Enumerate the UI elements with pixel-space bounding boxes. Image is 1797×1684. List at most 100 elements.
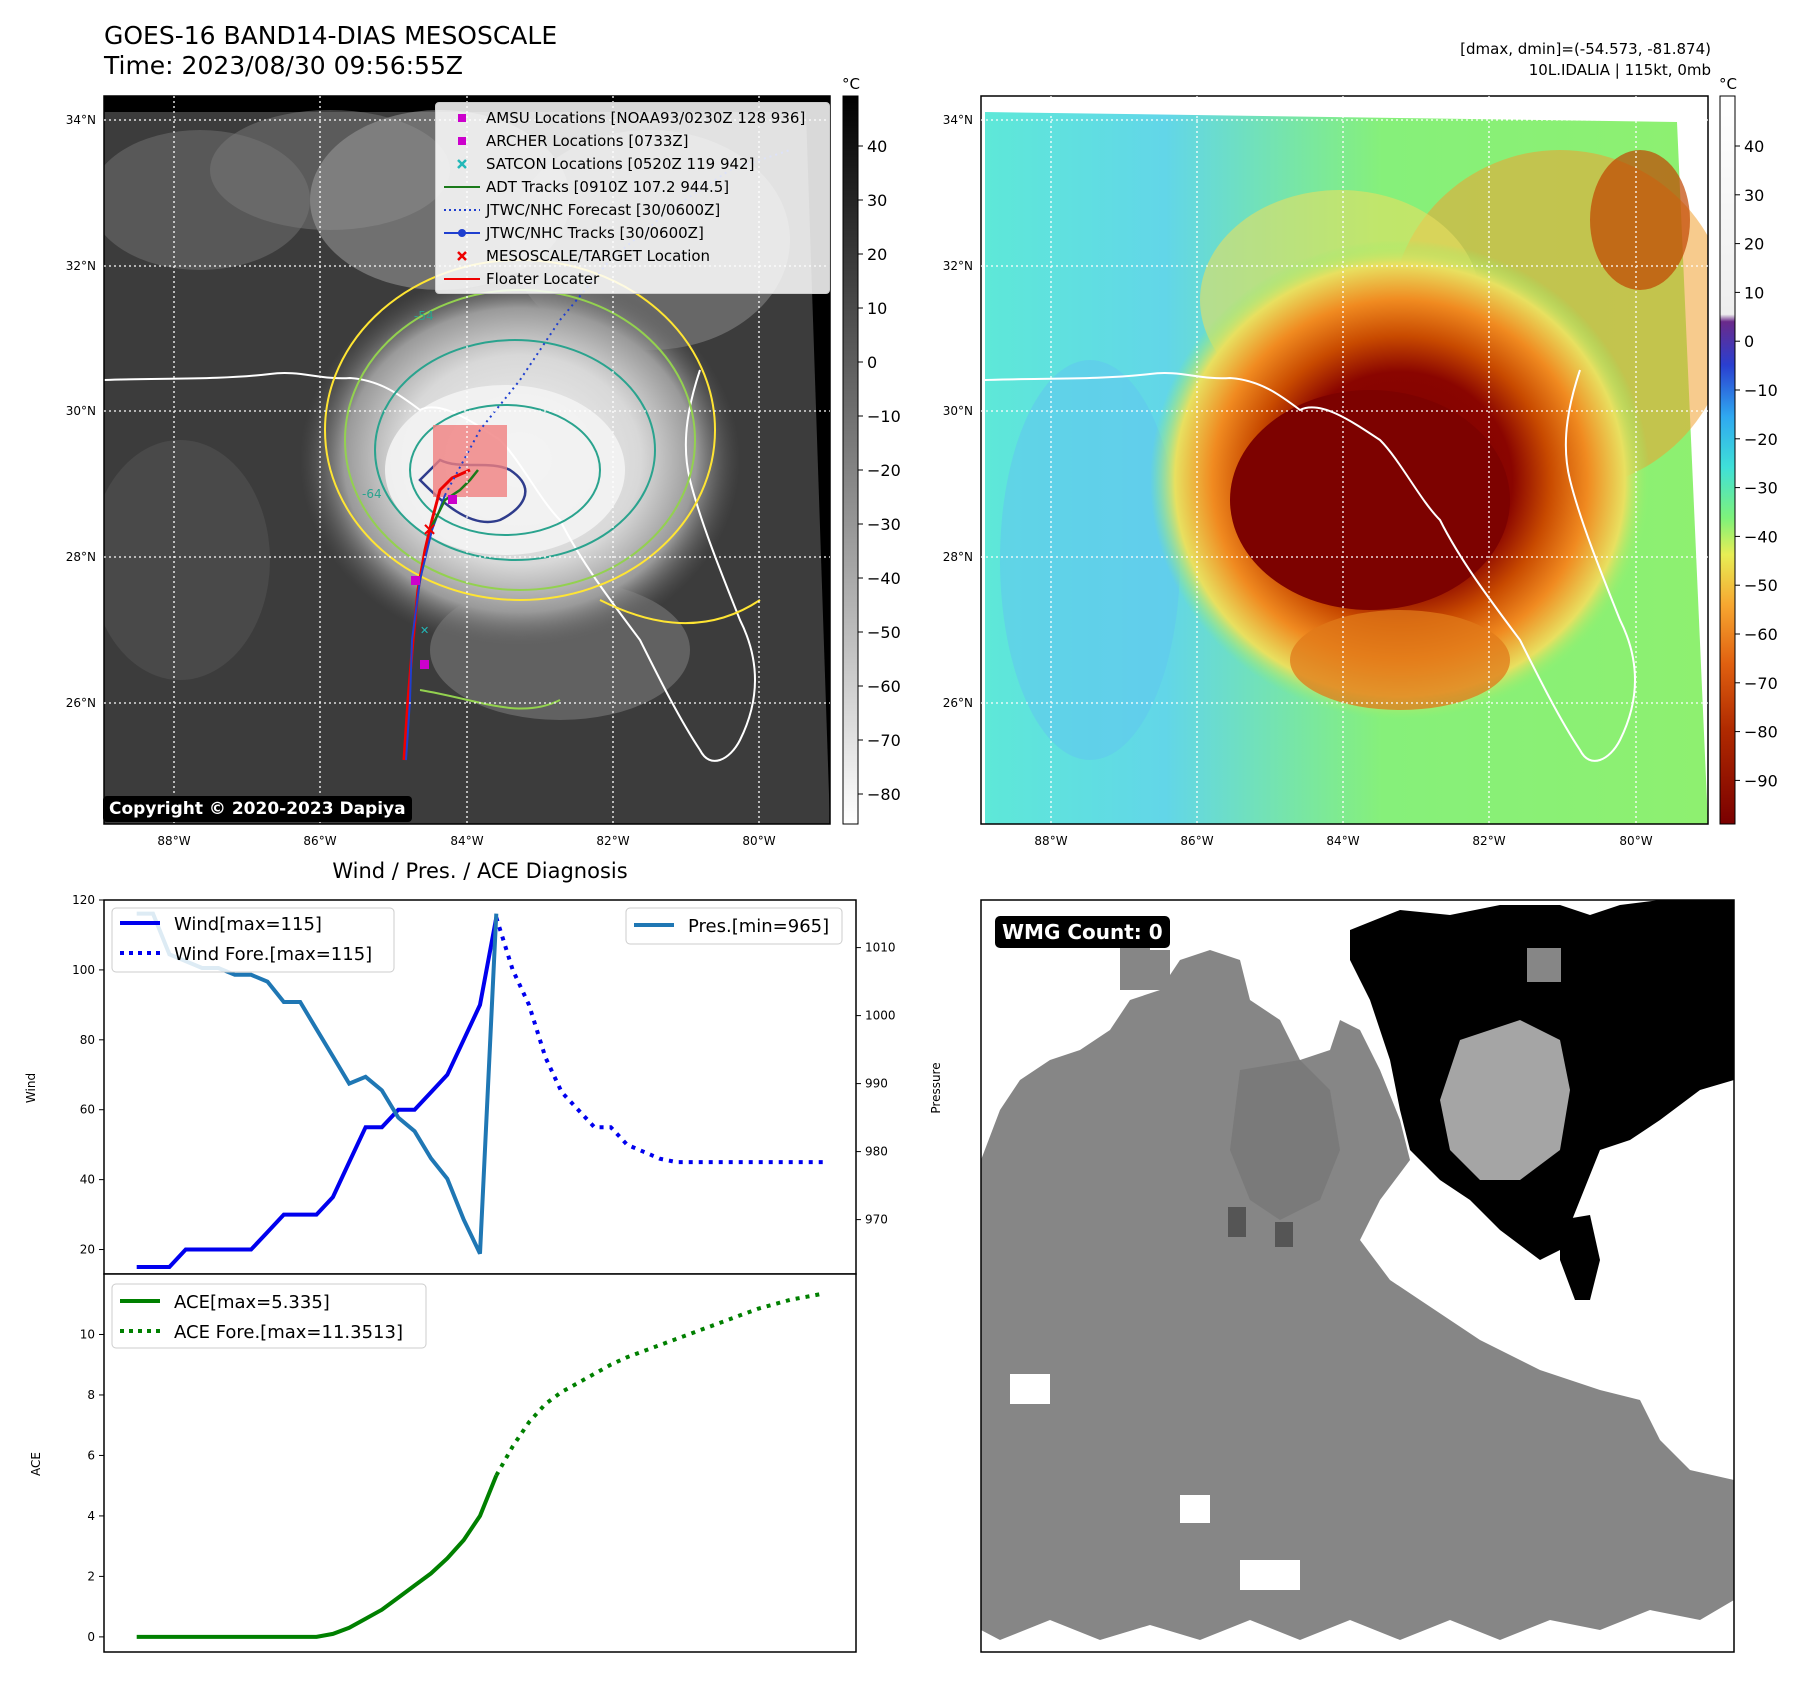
- storm-info-label: 10L.IDALIA | 115kt, 0mb: [1529, 61, 1711, 79]
- colorbar-tick-label: −20: [867, 461, 901, 480]
- colorbar-tick-label: −20: [1744, 430, 1778, 449]
- y-tick-label: 4: [87, 1509, 95, 1523]
- ir-color-map: 34°N 32°N 30°N 28°N 26°N 88°W 86°W 84°W …: [943, 95, 1709, 848]
- colorbar-tick-label: −70: [867, 731, 901, 750]
- colorbar-tick-label: −10: [867, 407, 901, 426]
- figure-title: GOES-16 BAND14-DIAS MESOSCALE: [104, 21, 557, 50]
- colorbar-tick-label: −10: [1744, 381, 1778, 400]
- colorbar-tick-label: 0: [867, 353, 877, 372]
- colorbar-tick-label: 10: [1744, 283, 1764, 302]
- colorbar-tick-label: −40: [867, 569, 901, 588]
- lat-label: 26°N: [66, 696, 96, 710]
- lon-label: 88°W: [1034, 834, 1067, 848]
- colorbar-tick-label: −80: [867, 785, 901, 804]
- lon-label: 84°W: [450, 834, 483, 848]
- svg-text:✕: ✕: [420, 624, 429, 637]
- dmax-dmin-label: [dmax, dmin]=(-54.573, -81.874): [1460, 40, 1711, 58]
- legend-label: ACE[max=5.335]: [174, 1292, 330, 1313]
- pressure-legend: [625, 907, 843, 945]
- colorbar-unit: °C: [1719, 75, 1737, 93]
- colorbar-tick-label: −90: [1744, 771, 1778, 790]
- dotted-line-icon: [442, 199, 482, 221]
- colorbar-tick-label: −80: [1744, 723, 1778, 742]
- x-marker-icon: [442, 245, 482, 267]
- lon-label: 86°W: [303, 834, 336, 848]
- contour-label: -54: [414, 309, 434, 323]
- y-tick-label: 120: [72, 893, 95, 907]
- lat-label: 26°N: [943, 696, 973, 710]
- legend-item-forecast: JTWC/NHC Forecast [30/0600Z]: [436, 199, 826, 221]
- colorbar-tick-label: −40: [1744, 527, 1778, 546]
- colorbar-tick-label: 10: [867, 299, 887, 318]
- y-tick-label: 6: [87, 1448, 95, 1462]
- legend-item-archer: ARCHER Locations [0733Z]: [436, 130, 826, 152]
- colorbar-tick-label: 40: [1744, 137, 1764, 156]
- y2-tick-label: 990: [865, 1077, 888, 1091]
- colorbar-tick-label: −50: [867, 623, 901, 642]
- y-tick-label: 40: [80, 1173, 95, 1187]
- legend-item-tracks: JTWC/NHC Tracks [30/0600Z]: [436, 222, 826, 244]
- colorbar-color: °C 40 30 20 10 0 −10 −20 −30 −40 −50 −60 −70 −80 −90: [1719, 75, 1778, 825]
- legend-label: Wind Fore.[max=115]: [174, 944, 372, 965]
- square-marker-icon: [442, 130, 482, 152]
- colorbar-tick-label: −60: [867, 677, 901, 696]
- lat-label: 34°N: [943, 113, 973, 127]
- legend-label: ACE Fore.[max=11.3513]: [174, 1322, 403, 1343]
- y-tick-label: 100: [72, 963, 95, 977]
- colorbar-tick-label: −70: [1744, 674, 1778, 693]
- y2-tick-label: 1000: [865, 1009, 896, 1023]
- series-line-ace-fore-: [494, 1291, 824, 1477]
- y-tick-label: 8: [87, 1388, 95, 1402]
- y-tick-label: 2: [87, 1569, 95, 1583]
- lat-label: 30°N: [66, 404, 96, 418]
- ace-legend: [111, 1283, 427, 1349]
- series-line-wind: [136, 917, 499, 1269]
- lat-label: 32°N: [66, 259, 96, 273]
- lon-label: 86°W: [1180, 834, 1213, 848]
- colorbar-tick-label: 0: [1744, 332, 1754, 351]
- y-tick-label: 60: [80, 1103, 95, 1117]
- colorbar-gray: °C 40 30 20 10 0 −10 −20 −30 −40 −50 −60 −70 −80: [842, 75, 901, 825]
- legend-item-adt: ADT Tracks [0910Z 107.2 944.5]: [436, 176, 826, 198]
- colorbar-tick-label: 20: [1744, 235, 1764, 254]
- legend-label: Pres.[min=965]: [688, 916, 829, 937]
- lon-label: 80°W: [1619, 834, 1652, 848]
- colorbar-tick-label: −50: [1744, 576, 1778, 595]
- colorbar-tick-label: 30: [867, 191, 887, 210]
- colorbar-unit: °C: [842, 75, 860, 93]
- y-tick-label: 80: [80, 1033, 95, 1047]
- colorbar-tick-label: −30: [1744, 479, 1778, 498]
- svg-text:×: ×: [422, 519, 437, 540]
- legend-item-satcon: SATCON Locations [0520Z 119 942]: [436, 153, 826, 175]
- figure-time: Time: 2023/08/30 09:56:55Z: [103, 51, 463, 80]
- y2-tick-label: 980: [865, 1145, 888, 1159]
- chart-title: Wind / Pres. / ACE Diagnosis: [332, 859, 627, 883]
- series-line-ace: [136, 1474, 499, 1639]
- ace-chart: ACE 0 2 4 6 8 10 ACE[max=5.335] ACE Fore.[max…: [29, 1273, 857, 1653]
- wind-axis-label: Wind: [24, 1073, 38, 1103]
- x-marker-icon: [442, 153, 482, 175]
- map-legend: AMSU Locations [NOAA93/0230Z 128 936] AR…: [435, 102, 830, 294]
- wmg-panel: [980, 899, 1735, 1653]
- colorbar-tick-label: 40: [867, 137, 887, 156]
- legend-item-amsu: AMSU Locations [NOAA93/0230Z 128 936]: [436, 107, 826, 129]
- y2-tick-label: 1010: [865, 941, 896, 955]
- lon-label: 82°W: [596, 834, 629, 848]
- series-line-wind-fore-: [494, 916, 824, 1165]
- colorbar-tick-label: −30: [867, 515, 901, 534]
- contour-label: -64: [362, 487, 382, 501]
- lon-label: 80°W: [742, 834, 775, 848]
- legend-item-target: MESOSCALE/TARGET Location: [436, 245, 826, 267]
- lat-label: 28°N: [66, 550, 96, 564]
- lat-label: 28°N: [943, 550, 973, 564]
- line-dot-icon: [442, 222, 482, 244]
- y-tick-label: 0: [87, 1630, 95, 1644]
- ace-axis-label: ACE: [29, 1452, 43, 1476]
- line-marker-icon: [442, 268, 482, 290]
- colorbar-tick-label: 30: [1744, 186, 1764, 205]
- lon-label: 82°W: [1472, 834, 1505, 848]
- lon-label: 84°W: [1326, 834, 1359, 848]
- y-tick-label: 20: [80, 1243, 95, 1257]
- pressure-axis-label: Pressure: [929, 1062, 943, 1113]
- lat-label: 34°N: [66, 113, 96, 127]
